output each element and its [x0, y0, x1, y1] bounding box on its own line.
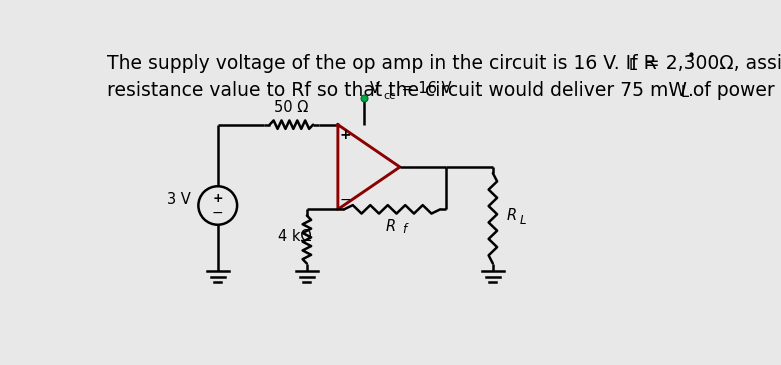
Text: R: R — [386, 219, 396, 234]
Text: 4 kΩ: 4 kΩ — [278, 229, 311, 244]
Text: cc: cc — [383, 91, 395, 101]
Text: L: L — [520, 214, 526, 227]
Text: resistance value to Rf so that the circuit would deliver 75 mW of power to R: resistance value to Rf so that the circu… — [107, 81, 781, 100]
Text: +: + — [339, 128, 351, 142]
Text: R: R — [507, 208, 517, 223]
Text: L: L — [629, 58, 637, 73]
Text: 50 Ω: 50 Ω — [274, 100, 308, 115]
Text: −: − — [339, 193, 351, 207]
Text: V: V — [370, 81, 380, 96]
Text: = 16 V: = 16 V — [398, 81, 451, 96]
Text: −: − — [212, 206, 223, 220]
Text: The supply voltage of the op amp in the circuit is 16 V. If R: The supply voltage of the op amp in the … — [107, 54, 657, 73]
Text: = 2,300Ω, assign a: = 2,300Ω, assign a — [638, 54, 781, 73]
Text: L: L — [680, 85, 688, 100]
Text: .: . — [688, 81, 694, 100]
Text: 3 V: 3 V — [167, 192, 191, 207]
Text: +: + — [212, 192, 223, 205]
Text: f: f — [402, 223, 406, 236]
